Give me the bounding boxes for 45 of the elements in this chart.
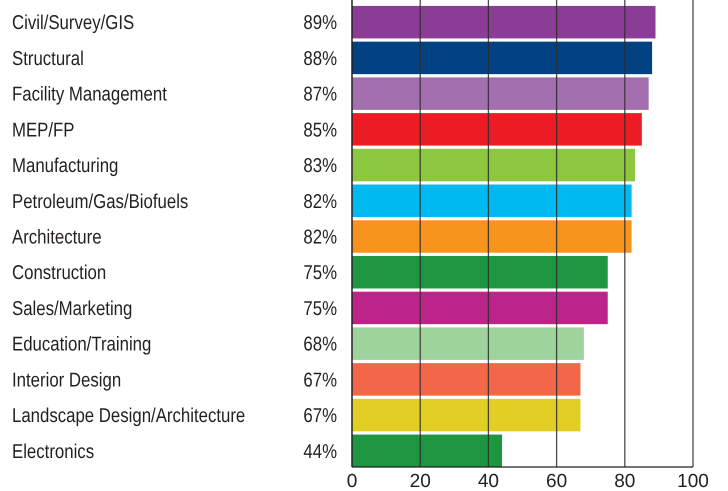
x-tick-label: 60 [546,471,568,491]
y-tick-label: Sales/Marketing [12,296,132,320]
x-tick-label: 80 [614,471,636,491]
y-tick-label: Architecture [12,225,102,248]
bar [352,434,502,468]
data-label: 85% [303,118,337,141]
y-tick-label: Electronics [12,439,94,462]
bar [352,292,608,324]
data-label: 82% [303,189,337,212]
data-label: 83% [303,154,337,176]
x-tick-label: 40 [478,471,499,491]
bar [352,6,656,38]
data-label: 68% [303,332,337,355]
bar [352,77,649,110]
y-tick-label: Civil/Survey/GIS [12,10,134,34]
y-tick-label: Manufacturing [12,154,118,176]
bar [352,184,632,218]
data-label: 75% [303,260,337,284]
data-label: 75% [303,296,337,320]
x-tick-label: 0 [346,471,358,491]
bar [352,256,608,288]
y-tick-label: Interior Design [12,368,122,391]
x-tick-label: 20 [410,471,431,491]
bar [352,42,652,74]
y-tick-label: Education/Training [12,332,152,355]
bar [352,398,580,432]
y-tick-label: MEP/FP [12,118,74,141]
x-tick-label: 100 [677,471,709,491]
y-tick-label: Construction [12,260,106,284]
data-label: 88% [303,46,337,70]
bar [352,148,636,182]
data-label: 82% [303,225,337,248]
bar [352,113,642,146]
y-tick-label: Petroleum/Gas/Biofuels [12,189,188,212]
data-label: 67% [303,404,337,426]
bar [352,363,580,396]
bar [352,327,584,360]
data-label: 44% [303,439,337,462]
data-label: 89% [303,10,337,34]
y-tick-label: Landscape Design/Architecture [12,404,246,426]
data-label: 87% [303,82,337,105]
bar [352,220,632,253]
y-tick-label: Structural [12,46,84,70]
data-label: 67% [303,368,337,391]
y-tick-label: Facility Management [12,82,167,105]
